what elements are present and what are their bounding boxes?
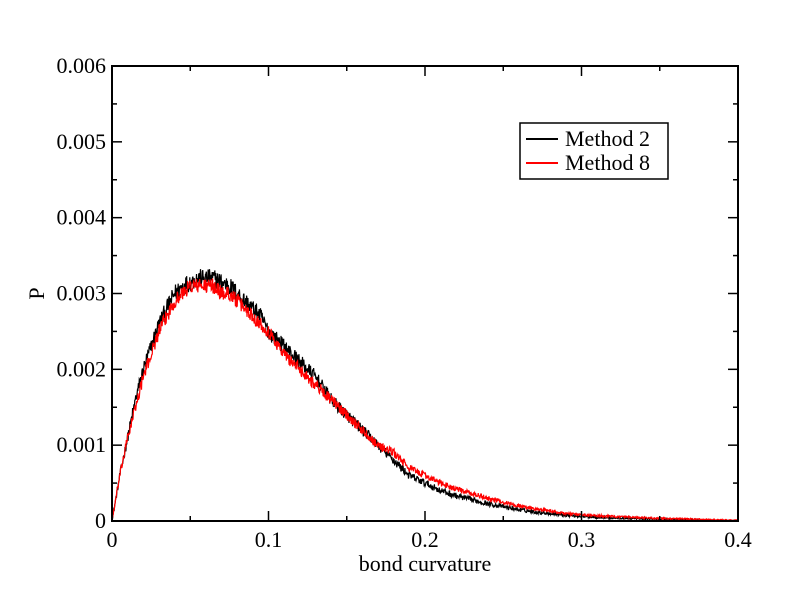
x-tick-label: 0.4 xyxy=(724,527,752,552)
y-tick-label: 0.001 xyxy=(57,432,107,457)
legend-label-method-2: Method 2 xyxy=(565,126,650,151)
legend-box xyxy=(519,122,669,180)
y-tick-label: 0 xyxy=(95,508,106,533)
legend-label-method-8: Method 8 xyxy=(565,150,650,175)
tick-labels: 0 0.1 0.2 0.3 0.4 0 0.001 0.002 0.003 0.004 0.005 0… xyxy=(57,53,752,552)
series-line-method-2 xyxy=(111,269,739,522)
y-axis-title: P xyxy=(24,287,49,299)
y-tick-label: 0.002 xyxy=(57,356,107,381)
x-tick-label: 0.2 xyxy=(411,527,439,552)
series-layer xyxy=(111,269,739,522)
x-tick-label: 0 xyxy=(107,527,118,552)
x-tick-label: 0.3 xyxy=(568,527,596,552)
legend: Method 2 Method 8 xyxy=(519,122,669,180)
x-axis-title: bond curvature xyxy=(359,551,492,576)
y-tick-label: 0.004 xyxy=(57,205,107,230)
series-line-method-8 xyxy=(111,278,739,522)
y-tick-label: 0.005 xyxy=(57,129,107,154)
plot-frame xyxy=(111,65,739,522)
y-tick-label: 0.003 xyxy=(57,281,107,306)
x-tick-label: 0.1 xyxy=(255,527,283,552)
y-tick-label: 0.006 xyxy=(57,53,107,78)
